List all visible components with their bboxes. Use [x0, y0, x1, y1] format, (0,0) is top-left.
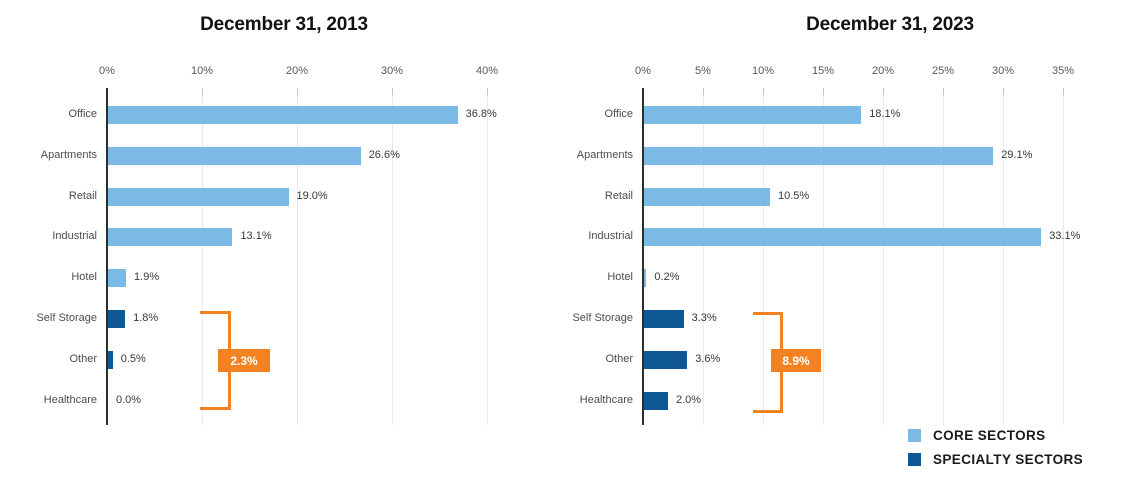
x-tick-label: 30%: [380, 65, 404, 77]
bar-core: [644, 228, 1042, 247]
chart-2013: December 31, 2013 0% 10% 20% 30% 40% Office 36…: [36, 14, 499, 425]
category-label: Other: [69, 352, 97, 365]
specialty-sectors-swatch-icon: [908, 453, 921, 466]
value-label: 1.8%: [133, 312, 159, 324]
value-label: 3.6%: [695, 352, 721, 365]
x-tick-mark: [1003, 88, 1004, 95]
gridline: [1063, 95, 1064, 425]
chart-title-2013: December 31, 2013: [200, 14, 368, 35]
x-tick-mark: [763, 88, 764, 95]
chart-title-2023: December 31, 2023: [806, 14, 974, 35]
value-label: 33.1%: [1049, 230, 1081, 243]
bar-core: [108, 106, 458, 124]
bar-core: [108, 228, 233, 247]
legend-label-specialty: SPECIALTY SECTORS: [933, 452, 1084, 467]
gridline: [392, 95, 393, 425]
gridline: [487, 95, 488, 425]
category-label: Hotel: [607, 271, 633, 284]
gridline: [763, 95, 764, 425]
bar-specialty: [644, 310, 684, 328]
value-label: 0.0%: [116, 393, 142, 406]
legend-item-core: CORE SECTORS: [908, 428, 1083, 443]
bar-core: [108, 269, 127, 288]
bar-core: [644, 106, 862, 124]
gridline: [703, 95, 704, 425]
core-sectors-swatch-icon: [908, 429, 921, 442]
bar-core: [108, 146, 361, 165]
gridline: [297, 95, 298, 425]
y-axis-line: [642, 88, 644, 425]
gridline: [202, 95, 203, 425]
bar-specialty: [644, 391, 668, 410]
x-tick-label: 0%: [635, 65, 651, 77]
value-label: 0.5%: [120, 352, 146, 365]
x-tick-mark: [202, 88, 203, 95]
value-label: 36.8%: [465, 108, 497, 120]
x-tick-label: 20%: [285, 65, 309, 77]
x-tick-mark: [487, 88, 488, 95]
gridline: [883, 95, 884, 425]
x-tick-label: 10%: [751, 65, 775, 77]
category-label: Apartments: [40, 148, 97, 161]
bar-specialty: [644, 350, 688, 369]
x-tick-mark: [1063, 88, 1064, 95]
legend-label-core: CORE SECTORS: [933, 428, 1046, 443]
gridline: [1003, 95, 1004, 425]
x-tick-mark: [392, 88, 393, 95]
value-label: 0.2%: [654, 271, 680, 284]
value-label: 13.1%: [240, 230, 272, 243]
x-tick-label: 30%: [991, 65, 1015, 77]
x-tick-label: 5%: [695, 65, 711, 77]
x-tick-label: 20%: [871, 65, 895, 77]
bar-specialty: [108, 350, 113, 369]
category-label: Self Storage: [36, 312, 97, 324]
value-label: 29.1%: [1001, 148, 1033, 161]
category-label: Healthcare: [43, 393, 97, 406]
bar-specialty: [108, 310, 126, 328]
legend: CORE SECTORS SPECIALTY SECTORS: [908, 428, 1083, 476]
value-label: 3.3%: [691, 312, 717, 324]
y-axis-line: [106, 88, 108, 425]
specialty-total-badge: 8.9%: [771, 349, 821, 372]
x-tick-label: 0%: [99, 65, 115, 77]
category-label: Retail: [68, 189, 97, 202]
value-label: 1.9%: [134, 271, 160, 284]
bar-core: [108, 187, 289, 206]
value-label: 18.1%: [869, 108, 901, 120]
category-label: Retail: [604, 189, 633, 202]
legend-item-specialty: SPECIALTY SECTORS: [908, 452, 1083, 467]
category-label: Office: [604, 108, 633, 120]
x-tick-mark: [823, 88, 824, 95]
category-label: Industrial: [588, 230, 633, 243]
category-label: Healthcare: [579, 393, 633, 406]
category-label: Industrial: [52, 230, 97, 243]
x-tick-mark: [883, 88, 884, 95]
value-label: 10.5%: [778, 189, 810, 202]
bar-core: [644, 269, 647, 288]
value-label: 19.0%: [296, 189, 328, 202]
x-tick-label: 40%: [475, 65, 499, 77]
category-label: Office: [68, 108, 97, 120]
gridline: [943, 95, 944, 425]
value-label: 26.6%: [368, 148, 400, 161]
x-tick-label: 25%: [931, 65, 955, 77]
specialty-total-badge: 2.3%: [218, 349, 270, 372]
category-label: Apartments: [576, 148, 633, 161]
category-label: Hotel: [71, 271, 97, 284]
category-label: Self Storage: [572, 312, 633, 324]
bar-core: [644, 187, 770, 206]
bar-core: [644, 146, 994, 165]
x-tick-label: 15%: [811, 65, 835, 77]
x-tick-mark: [943, 88, 944, 95]
chart-2023: December 31, 2023 0% 5% 10% 15% 20% 25% 30% 35%…: [564, 0, 1128, 493]
x-tick-mark: [297, 88, 298, 95]
value-label: 2.0%: [676, 393, 702, 406]
x-tick-label: 10%: [190, 65, 214, 77]
gridline: [823, 95, 824, 425]
x-tick-mark: [703, 88, 704, 95]
category-label: Other: [605, 352, 633, 365]
x-tick-label: 35%: [1051, 65, 1075, 77]
